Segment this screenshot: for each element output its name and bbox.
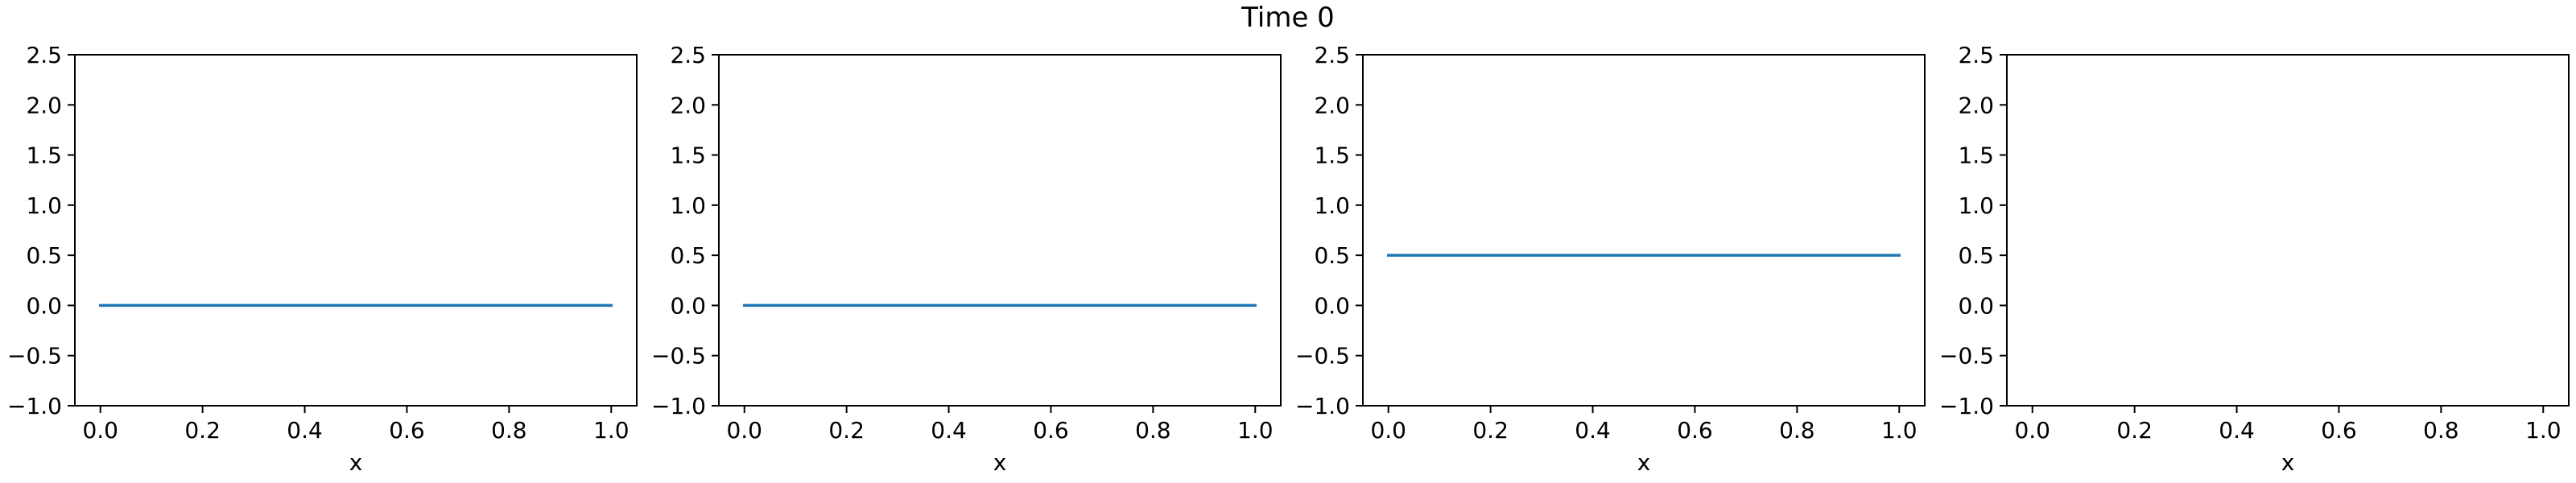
y-tick-label: 2.5 xyxy=(670,42,706,68)
y-tick-label: 2.0 xyxy=(26,92,62,118)
y-tick-label: −0.5 xyxy=(651,343,706,369)
x-tick-label: 0.4 xyxy=(2219,417,2255,444)
x-tick-label: 0.2 xyxy=(828,417,865,444)
subplot-1: 0.0 0.2 0.4 0.6 0.8 1.0 −1.0 −0.5 0.0 0.5 1.0 1.5 2.… xyxy=(7,42,638,476)
y-tick-label: −0.5 xyxy=(7,343,62,369)
x-tick-label: 0.8 xyxy=(1779,417,1815,444)
y-tick-label: 2.0 xyxy=(1314,92,1350,118)
subplot-4: 0.0 0.2 0.4 0.6 0.8 1.0 −1.0 −0.5 0.0 0.5 1.0 1.5 2.… xyxy=(1939,42,2570,476)
x-tick-label: 0.4 xyxy=(931,417,967,444)
y-tick-label: 1.5 xyxy=(26,142,62,169)
x-tick-label: 0.6 xyxy=(2321,417,2357,444)
y-tick-label: 2.5 xyxy=(26,42,62,68)
x-tick-label: 0.2 xyxy=(184,417,221,444)
x-tick-label: 0.0 xyxy=(726,417,762,444)
y-tick-label: 1.0 xyxy=(670,192,706,219)
y-tick-label: 2.5 xyxy=(1958,42,1994,68)
x-tick-label: 0.4 xyxy=(1575,417,1611,444)
y-tick-label: −1.0 xyxy=(1295,393,1350,419)
y-tick-label: −0.5 xyxy=(1939,343,1994,369)
y-tick-label: 0.5 xyxy=(670,242,706,269)
x-tick-label: 1.0 xyxy=(593,417,630,444)
y-tick-label: 2.5 xyxy=(1314,42,1350,68)
y-tick-label: 0.0 xyxy=(26,292,62,319)
axes-frame xyxy=(74,54,638,407)
y-tick-label: 2.0 xyxy=(670,92,706,118)
x-tick-label: 0.6 xyxy=(1033,417,1069,444)
x-tick-label: 0.0 xyxy=(2014,417,2050,444)
y-tick-label: 0.0 xyxy=(1958,292,1994,319)
x-tick-label: 0.4 xyxy=(287,417,323,444)
x-tick-label: 0.2 xyxy=(1472,417,1509,444)
y-tick-label: 2.0 xyxy=(1958,92,1994,118)
x-axis-label: x xyxy=(993,449,1007,476)
plot-area xyxy=(75,55,637,406)
figure-suptitle: Time 0 xyxy=(1241,2,1335,34)
x-tick-label: 0.6 xyxy=(389,417,425,444)
subplot-panels: 0.0 0.2 0.4 0.6 0.8 1.0 −1.0 −0.5 0.0 0.5 1.0 1.5 2.… xyxy=(7,42,2570,476)
y-tick-label: 0.0 xyxy=(670,292,706,319)
x-tick-label: 0.8 xyxy=(1135,417,1171,444)
x-tick-label: 0.0 xyxy=(82,417,118,444)
plot-area xyxy=(2007,55,2569,406)
y-tick-label: 1.0 xyxy=(26,192,62,219)
x-tick-label: 0.0 xyxy=(1370,417,1406,444)
x-axis-label: x xyxy=(1637,449,1651,476)
axes-frame xyxy=(1362,54,1926,407)
x-axis-label: x xyxy=(2281,449,2295,476)
plot-area xyxy=(719,55,1281,406)
y-tick-label: 1.0 xyxy=(1958,192,1994,219)
y-tick-label: 1.5 xyxy=(1958,142,1994,169)
y-tick-label: 0.5 xyxy=(1314,242,1350,269)
x-tick-label: 0.8 xyxy=(491,417,527,444)
x-tick-label: 1.0 xyxy=(2525,417,2562,444)
subplot-3: 0.0 0.2 0.4 0.6 0.8 1.0 −1.0 −0.5 0.0 0.5 1.0 1.5 2.… xyxy=(1295,42,1926,476)
y-tick-label: −1.0 xyxy=(651,393,706,419)
subplot-2: 0.0 0.2 0.4 0.6 0.8 1.0 −1.0 −0.5 0.0 0.5 1.0 1.5 2.… xyxy=(651,42,1282,476)
y-tick-label: 0.5 xyxy=(26,242,62,269)
x-tick-label: 0.6 xyxy=(1677,417,1713,444)
y-tick-label: 1.5 xyxy=(1314,142,1350,169)
x-tick-label: 1.0 xyxy=(1237,417,1274,444)
axes-frame xyxy=(718,54,1282,407)
x-axis-label: x xyxy=(349,449,363,476)
y-tick-label: 1.5 xyxy=(670,142,706,169)
y-tick-label: 0.5 xyxy=(1958,242,1994,269)
y-tick-label: −0.5 xyxy=(1295,343,1350,369)
x-tick-label: 0.8 xyxy=(2423,417,2459,444)
x-tick-label: 0.2 xyxy=(2116,417,2153,444)
y-tick-label: 0.0 xyxy=(1314,292,1350,319)
x-tick-label: 1.0 xyxy=(1881,417,1918,444)
y-tick-label: 1.0 xyxy=(1314,192,1350,219)
y-tick-label: −1.0 xyxy=(1939,393,1994,419)
y-tick-label: −1.0 xyxy=(7,393,62,419)
plot-area xyxy=(1363,55,1925,406)
axes-frame xyxy=(2006,54,2570,407)
